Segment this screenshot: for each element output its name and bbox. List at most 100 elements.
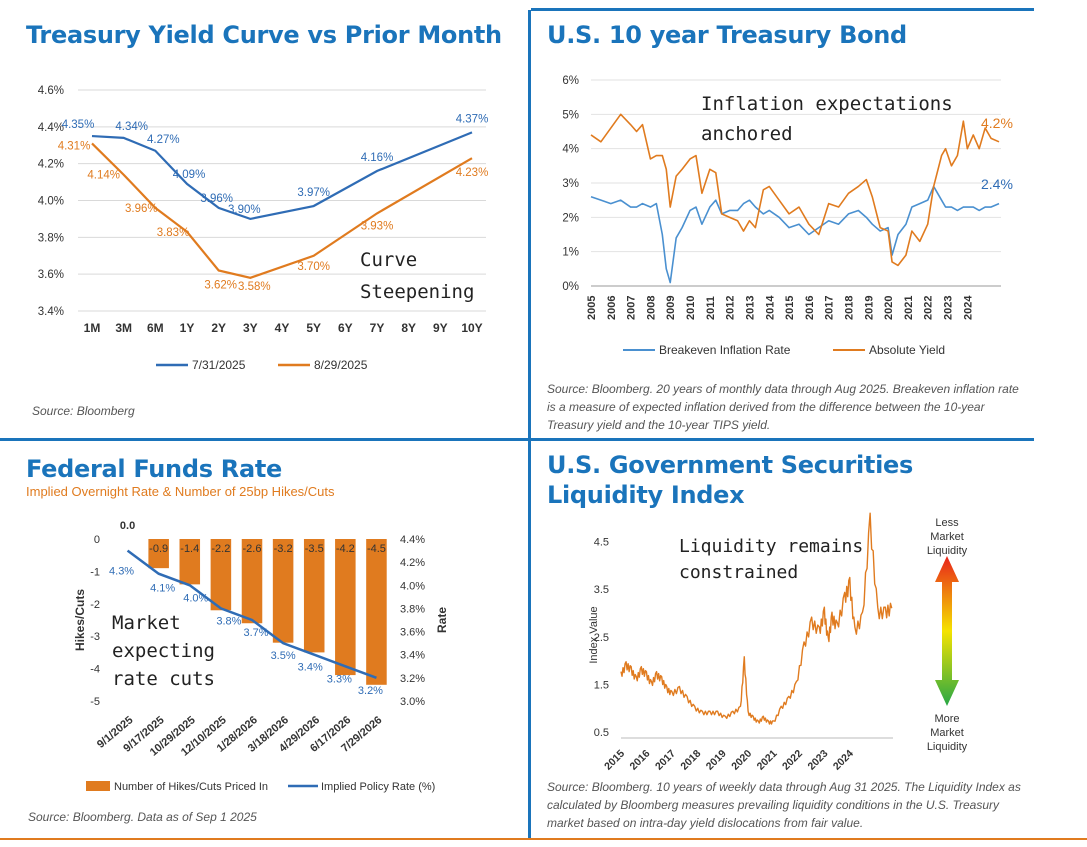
ten-year-xtick-label: 2010	[685, 296, 697, 320]
hikes-cuts-label: 0.0	[120, 520, 135, 532]
ten-year-xtick-label: 2012	[725, 296, 737, 320]
yield-ytick-label: 3.6%	[38, 269, 64, 281]
more-liquidity-label-1: More	[934, 713, 959, 725]
less-liquidity-label-3: Liquidity	[927, 545, 968, 557]
vertical-divider	[528, 10, 531, 840]
ten-year-xtick-label: 2006	[606, 296, 618, 320]
yield-label-jul: 3.90%	[228, 204, 261, 216]
fed-left-tick: -3	[90, 631, 100, 643]
yield-ytick-label: 4.2%	[38, 159, 64, 171]
hikes-cuts-bar	[148, 539, 169, 569]
ten-year-ytick-label: 1%	[562, 247, 579, 259]
yield-xtick-label: 9Y	[433, 321, 448, 335]
hikes-cuts-bar	[335, 539, 356, 676]
breakeven-series	[590, 185, 1000, 284]
liquidity-ytick: 0.5	[594, 727, 609, 739]
legend-breakeven: Breakeven Inflation Rate	[659, 343, 791, 357]
yield-label-aug: 3.58%	[238, 281, 271, 293]
fed-right-tick: 3.4%	[400, 650, 425, 662]
yield-label-aug: 3.83%	[157, 227, 190, 239]
implied-rate-label: 3.3%	[327, 673, 352, 685]
yield-xtick-label: 6M	[147, 321, 164, 335]
implied-rate-label: 4.3%	[109, 566, 134, 578]
legend-implied-policy-rate: Implied Policy Rate (%)	[321, 781, 435, 793]
fed-left-tick: 0	[94, 534, 100, 546]
legend-8-29-2025: 8/29/2025	[314, 358, 368, 372]
implied-rate-label: 3.2%	[358, 685, 383, 697]
fed-funds-subtitle: Implied Overnight Rate & Number of 25bp …	[26, 484, 335, 499]
yield-curve-chart: 3.4% 3.6% 3.8% 4.0% 4.2% 4.4% 4.6% 1M 3M 6M 1Y 2Y 3Y…	[38, 85, 489, 372]
hikes-cuts-bar	[303, 539, 325, 653]
fed-y2label: Rate	[435, 607, 449, 633]
yield-label-jul: 4.09%	[173, 169, 206, 181]
liquidity-ytick: 3.5	[594, 584, 609, 596]
liquidity-index-series	[620, 512, 893, 725]
yield-label-jul: 4.34%	[115, 121, 148, 133]
ten-year-xtick-label: 2016	[804, 296, 816, 320]
ten-year-xtick-label: 2009	[665, 296, 677, 320]
yield-label-aug: 4.31%	[58, 140, 91, 152]
fed-right-tick: 4.0%	[400, 580, 425, 592]
legend-hikes-cuts: Number of Hikes/Cuts Priced In	[114, 781, 268, 793]
horizontal-divider-left	[0, 438, 528, 441]
ten-year-xtick-label: 2017	[824, 296, 836, 320]
yield-curve-title: Treasury Yield Curve vs Prior Month	[26, 21, 502, 49]
ten-year-xtick-label: 2013	[744, 296, 756, 320]
hikes-cuts-label: -4.2	[336, 543, 355, 555]
liquidity-annotation-line2: constrained	[679, 562, 798, 583]
ten-year-title: U.S. 10 year Treasury Bond	[547, 21, 907, 49]
hikes-cuts-label: -2.2	[211, 543, 230, 555]
more-liquidity-label-2: Market	[930, 727, 964, 739]
liquidity-gradient-arrow	[935, 556, 959, 706]
yield-label-jul: 4.16%	[361, 152, 394, 164]
yield-curve-annotation-line2: Steepening	[360, 281, 474, 303]
yield-label-aug: 4.23%	[456, 167, 489, 179]
fed-funds-legend: Number of Hikes/Cuts Priced In Implied P…	[86, 781, 435, 793]
fed-right-tick: 3.6%	[400, 627, 425, 639]
yield-label-aug: 4.14%	[87, 170, 120, 182]
ten-year-xtick-label: 2022	[923, 296, 935, 320]
ten-year-xtick-label: 2018	[843, 296, 855, 320]
yield-label-jul: 3.96%	[200, 193, 233, 205]
yield-ytick-label: 4.6%	[38, 85, 64, 97]
yield-xtick-label: 5Y	[306, 321, 321, 335]
fed-funds-annotation-line3: rate cuts	[112, 668, 215, 690]
yield-label-aug: 3.62%	[204, 279, 237, 291]
less-liquidity-label-1: Less	[935, 517, 959, 529]
hikes-cuts-label: -2.6	[243, 543, 262, 555]
hikes-cuts-bar	[272, 539, 294, 643]
less-liquidity-label-2: Market	[930, 531, 964, 543]
yield-label-jul: 4.37%	[456, 113, 489, 125]
liquidity-title: U.S. Government Securities Liquidity Ind…	[547, 451, 913, 509]
hikes-cuts-label: -3.2	[274, 543, 293, 555]
ten-year-ytick-label: 2%	[562, 212, 579, 224]
hikes-cuts-bar	[366, 539, 387, 685]
fed-left-tick: -2	[90, 599, 100, 611]
ten-year-ytick-label: 3%	[562, 178, 579, 190]
yield-xtick-label: 2Y	[211, 321, 226, 335]
yield-label-jul: 4.27%	[147, 134, 180, 146]
ten-year-xtick-label: 2014	[764, 295, 776, 320]
hikes-cuts-bar	[179, 539, 201, 585]
implied-rate-label: 4.0%	[183, 592, 208, 604]
yield-xtick-label: 10Y	[461, 321, 482, 335]
more-liquidity-label-3: Liquidity	[927, 741, 968, 753]
yield-curve-legend: 7/31/2025 8/29/2025	[156, 358, 368, 372]
ten-year-xtick-label: 2024	[962, 295, 974, 320]
absolute-yield-series	[590, 113, 1000, 267]
ten-year-xtick-label: 2008	[645, 296, 657, 320]
yield-xtick-label: 3Y	[243, 321, 258, 335]
ten-year-legend: Breakeven Inflation Rate Absolute Yield	[623, 343, 945, 357]
ten-year-xtick-label: 2015	[784, 296, 796, 320]
hikes-cuts-label: -3.5	[305, 543, 324, 555]
yield-series-jul	[91, 131, 473, 221]
yield-curve-source: Source: Bloomberg	[32, 404, 135, 418]
ten-year-xtick-label: 2005	[586, 296, 598, 320]
ten-year-xtick-label: 2021	[903, 296, 915, 320]
liquidity-ytick: 1.5	[594, 679, 609, 691]
ten-year-xtick-label: 2019	[863, 296, 875, 320]
fed-funds-source: Source: Bloomberg. Data as of Sep 1 2025	[28, 810, 257, 824]
yield-xtick-label: 7Y	[370, 321, 385, 335]
horizontal-divider-right	[531, 438, 1034, 441]
